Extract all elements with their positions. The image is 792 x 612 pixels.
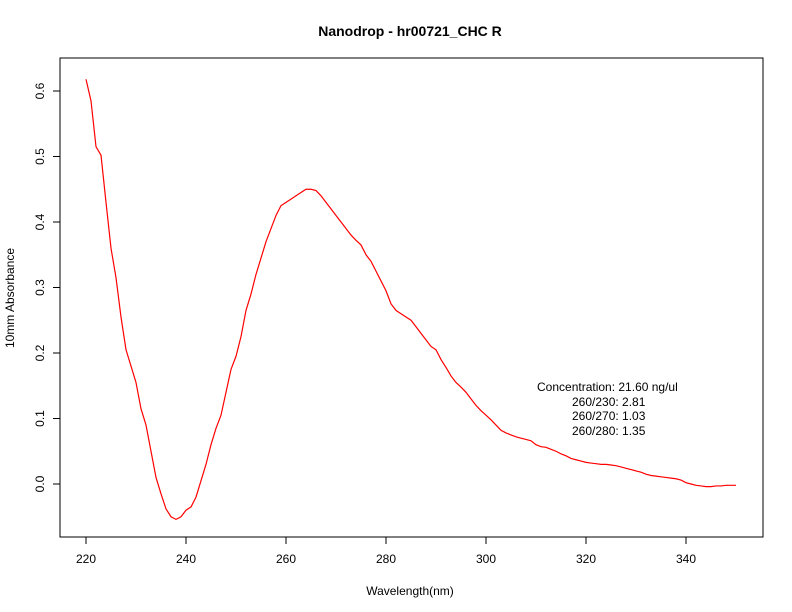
x-tick-label: 320 bbox=[576, 552, 596, 566]
annotation-260-230: 260/230: 2.81 bbox=[572, 395, 646, 409]
y-tick-label: 0.2 bbox=[33, 344, 47, 361]
chart-title: Nanodrop - hr00721_CHC R bbox=[318, 23, 502, 39]
y-tick-label: 0.1 bbox=[33, 410, 47, 427]
x-tick-label: 240 bbox=[176, 552, 196, 566]
y-tick-label: 0.3 bbox=[33, 279, 47, 296]
y-tick-label: 0.4 bbox=[33, 213, 47, 230]
x-tick-label: 280 bbox=[376, 552, 396, 566]
x-tick-label: 220 bbox=[76, 552, 96, 566]
y-axis: 0.0 0.1 0.2 0.3 0.4 0.5 0.6 bbox=[33, 82, 61, 492]
x-tick-label: 340 bbox=[676, 552, 696, 566]
y-tick-label: 0.6 bbox=[33, 82, 47, 99]
plot-frame bbox=[59, 57, 764, 538]
y-axis-label: 10mm Absorbance bbox=[3, 248, 17, 348]
x-tick-label: 300 bbox=[476, 552, 496, 566]
x-axis: 220 240 260 280 300 320 340 bbox=[76, 536, 696, 566]
y-tick-label: 0.0 bbox=[33, 475, 47, 492]
x-tick-label: 260 bbox=[276, 552, 296, 566]
annotation-concentration: Concentration: 21.60 ng/ul bbox=[537, 380, 678, 394]
y-tick-label: 0.5 bbox=[33, 148, 47, 165]
annotation-260-270: 260/270: 1.03 bbox=[572, 409, 646, 423]
stats-annotation: Concentration: 21.60 ng/ul 260/230: 2.81… bbox=[537, 380, 678, 438]
annotation-260-280: 260/280: 1.35 bbox=[572, 424, 646, 438]
absorbance-series-line bbox=[85, 79, 736, 521]
x-axis-label: Wavelength(nm) bbox=[366, 584, 454, 598]
